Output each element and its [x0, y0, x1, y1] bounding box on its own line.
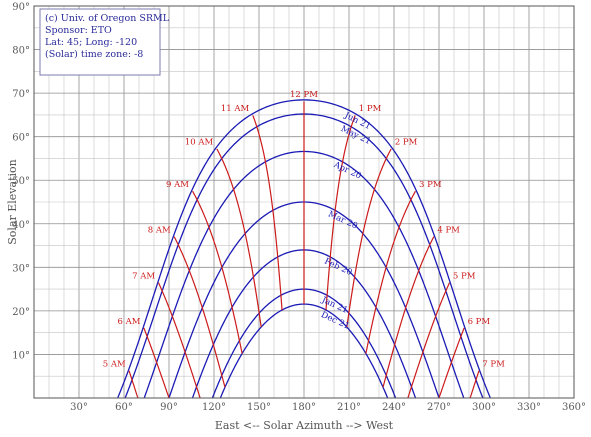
x-tick-label: 60°	[115, 402, 133, 413]
x-tick-label: 180°	[292, 402, 316, 413]
y-tick-label: 70°	[12, 89, 30, 100]
hour-line-label: 8 AM	[148, 226, 171, 236]
y-tick-label: 50°	[12, 176, 30, 187]
hour-line-label: 12 PM	[290, 90, 318, 100]
hour-line-6	[252, 115, 283, 311]
hour-lines	[128, 101, 480, 398]
hour-line-8	[325, 115, 356, 311]
hour-line-label: 7 AM	[132, 272, 155, 282]
x-tick-label: 360°	[562, 402, 586, 413]
info-line-location: Lat: 45; Long: -120	[45, 37, 137, 48]
hour-line-11	[382, 236, 435, 388]
hour-line-label: 2 PM	[395, 138, 418, 148]
hour-line-9	[346, 148, 392, 328]
y-tick-label: 80°	[12, 46, 30, 57]
hour-line-14	[469, 370, 480, 398]
hour-line-label: 5 AM	[103, 360, 126, 370]
hour-line-label: 7 PM	[482, 360, 505, 370]
x-tick-label: 30°	[70, 402, 88, 413]
hour-line-label: 1 PM	[359, 104, 382, 114]
y-axis-title: Solar Elevation	[6, 159, 19, 244]
info-box-frame	[39, 8, 161, 76]
hour-line-10	[365, 190, 416, 354]
info-box: (c) Univ. of Oregon SRML Sponsor: ETO La…	[39, 8, 170, 76]
y-tick-label: 60°	[12, 133, 30, 144]
hour-line-label: 11 AM	[221, 104, 250, 114]
hour-line-label: 5 PM	[453, 272, 476, 282]
y-tick-label: 40°	[12, 220, 30, 231]
y-tick-label: 10°	[12, 350, 30, 361]
hour-line-label: 3 PM	[419, 180, 442, 190]
y-tick-label: 30°	[12, 263, 30, 274]
hour-line-label: 6 PM	[468, 317, 491, 327]
hour-line-0	[128, 370, 139, 398]
hour-line-12	[407, 282, 450, 398]
plot-frame	[33, 5, 575, 399]
hour-line-4	[192, 190, 243, 354]
hour-line-2	[158, 282, 201, 398]
hour-line-13	[438, 327, 465, 398]
hour-line-label: 4 PM	[437, 226, 460, 236]
date-curve-0	[116, 99, 492, 398]
hour-line-label: 9 AM	[166, 180, 189, 190]
x-tick-label: 120°	[202, 402, 226, 413]
x-tick-label: 300°	[472, 402, 496, 413]
info-line-sponsor: Sponsor: ETO	[45, 25, 112, 36]
y-tick-label: 90°	[12, 2, 30, 13]
x-tick-label: 90°	[160, 402, 178, 413]
x-tick-label: 210°	[337, 402, 361, 413]
hour-line-label: 10 AM	[185, 138, 214, 148]
info-line-credit: (c) Univ. of Oregon SRML	[45, 13, 170, 24]
x-tick-label: 330°	[517, 402, 541, 413]
hour-line-5	[216, 148, 262, 328]
hour-line-3	[173, 236, 226, 388]
x-tick-label: 270°	[427, 402, 451, 413]
tick-labels: 30° 60° 90° 120° 150° 180° 210° 240° 270° 300° 330…	[12, 2, 586, 413]
x-axis-title: East <-- Solar Azimuth --> West	[215, 419, 394, 432]
hour-line-1	[143, 327, 170, 398]
hour-line-label: 6 AM	[117, 317, 140, 327]
x-tick-label: 150°	[247, 402, 271, 413]
x-tick-label: 240°	[382, 402, 406, 413]
y-tick-label: 20°	[12, 307, 30, 318]
info-line-timezone: (Solar) time zone: -8	[45, 49, 143, 60]
